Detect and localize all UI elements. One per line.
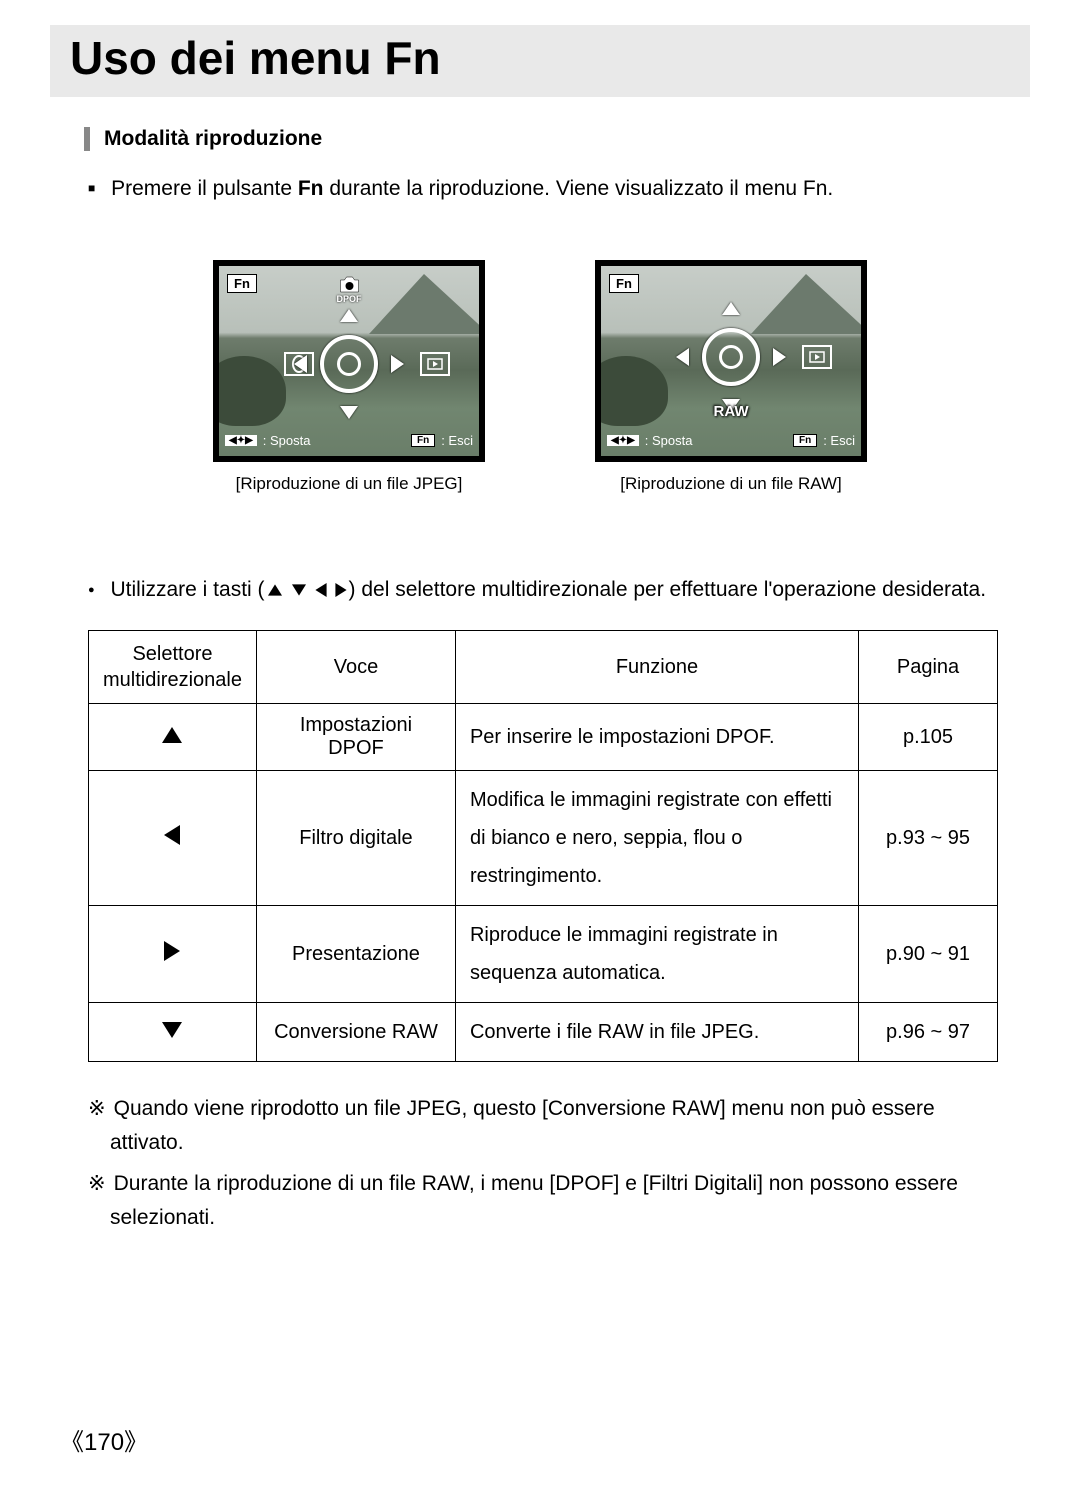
move-label: : Sposta xyxy=(263,433,311,448)
bottom-bar: ◀✦▶ : Sposta Fn : Esci xyxy=(225,430,473,452)
arrow-left-icon xyxy=(676,348,689,366)
instruction-text: Utilizzare i tasti ( ) del selettore mul… xyxy=(88,574,1020,606)
arrow-up-icon xyxy=(722,302,740,315)
fn-chip: Fn xyxy=(793,434,817,447)
section-heading: Modalità riproduzione xyxy=(84,127,1020,151)
nav-icon: ◀✦▶ xyxy=(225,435,257,446)
arrow-right-icon xyxy=(164,941,180,961)
dpof-label: DPOF xyxy=(336,294,361,304)
cell-direction xyxy=(89,1003,257,1062)
exit-label: : Esci xyxy=(441,433,473,448)
note-text: Durante la riproduzione di un file RAW, … xyxy=(88,1167,1000,1234)
instr-suffix: ) del selettore multidirezionale per eff… xyxy=(349,578,987,601)
cell-page: p.96 ~ 97 xyxy=(859,1003,998,1062)
dpof-icon: DPOF xyxy=(336,276,361,304)
title-bar: Uso dei menu Fn xyxy=(50,25,1030,97)
heading-bar xyxy=(84,127,90,151)
exit-label: : Esci xyxy=(823,433,855,448)
arrow-right-icon xyxy=(391,355,404,373)
cell-page: p.93 ~ 95 xyxy=(859,771,998,906)
intro-prefix: Premere il pulsante xyxy=(111,177,298,200)
arrow-left-icon xyxy=(164,825,180,845)
arrow-down-icon xyxy=(162,1022,182,1038)
fn-badge: Fn xyxy=(609,274,639,293)
jpeg-caption: [Riproduzione di un file JPEG] xyxy=(213,474,485,494)
raw-screen-block: Fn RAW ◀✦▶ : Sposta Fn : Esci [Ri xyxy=(595,260,867,494)
fn-chip: Fn xyxy=(411,434,435,447)
pad-ring xyxy=(702,328,760,386)
fn-badge: Fn xyxy=(227,274,257,293)
nav-icon: ◀✦▶ xyxy=(607,435,639,446)
arrow-down-icon xyxy=(340,406,358,419)
cell-function: Converte i file RAW in file JPEG. xyxy=(455,1003,858,1062)
raw-lcd: Fn RAW ◀✦▶ : Sposta Fn : Esci xyxy=(595,260,867,462)
arrow-up-icon xyxy=(162,727,182,743)
bg-tree xyxy=(213,356,286,426)
cell-item: Conversione RAW xyxy=(256,1003,455,1062)
cell-page: p.90 ~ 91 xyxy=(859,906,998,1003)
cell-function: Modifica le immagini registrate con effe… xyxy=(455,771,858,906)
pad-ring xyxy=(320,335,378,393)
table-row: Impostazioni DPOFPer inserire le imposta… xyxy=(89,704,998,771)
raw-label: RAW xyxy=(714,403,749,420)
cell-item: Filtro digitale xyxy=(256,771,455,906)
control-pad xyxy=(294,309,404,419)
cell-function: Riproduce le immagini registrate in sequ… xyxy=(455,906,858,1003)
th-page: Pagina xyxy=(859,631,998,704)
control-pad xyxy=(676,302,786,412)
cell-function: Per inserire le impostazioni DPOF. xyxy=(455,704,858,771)
table-header-row: Selettore multidirezionale Voce Funzione… xyxy=(89,631,998,704)
intro-text: Premere il pulsante Fn durante la riprod… xyxy=(88,173,1020,205)
cell-page: p.105 xyxy=(859,704,998,771)
cell-item: Impostazioni DPOF xyxy=(256,704,455,771)
slideshow-icon xyxy=(420,352,450,376)
intro-suffix: durante la riproduzione. Viene visualizz… xyxy=(324,177,834,200)
fn-table: Selettore multidirezionale Voce Funzione… xyxy=(88,630,998,1062)
table-row: PresentazioneRiproduce le immagini regis… xyxy=(89,906,998,1003)
table-row: Filtro digitaleModifica le immagini regi… xyxy=(89,771,998,906)
instr-prefix: Utilizzare i tasti ( xyxy=(111,578,265,601)
th-function: Funzione xyxy=(455,631,858,704)
cell-direction xyxy=(89,704,257,771)
intro-bold: Fn xyxy=(298,177,324,200)
screenshots-row: Fn DPOF ◀✦▶ : Spos xyxy=(60,260,1020,494)
arrow-left-icon xyxy=(294,355,307,373)
page-number: 《170》 xyxy=(60,1422,148,1457)
arrow-up-icon xyxy=(340,309,358,322)
heading-text: Modalità riproduzione xyxy=(104,127,322,151)
cell-item: Presentazione xyxy=(256,906,455,1003)
th-selector: Selettore multidirezionale xyxy=(89,631,257,704)
table-row: Conversione RAWConverte i file RAW in fi… xyxy=(89,1003,998,1062)
note-text: Quando viene riprodotto un file JPEG, qu… xyxy=(88,1092,1000,1159)
bg-tree xyxy=(595,356,668,426)
page-title: Uso dei menu Fn xyxy=(70,31,1010,85)
jpeg-lcd: Fn DPOF ◀✦▶ : Spos xyxy=(213,260,485,462)
arrow-right-icon xyxy=(773,348,786,366)
slideshow-icon xyxy=(802,345,832,369)
move-label: : Sposta xyxy=(645,433,693,448)
cell-direction xyxy=(89,771,257,906)
raw-caption: [Riproduzione di un file RAW] xyxy=(595,474,867,494)
jpeg-screen-block: Fn DPOF ◀✦▶ : Spos xyxy=(213,260,485,494)
cell-direction xyxy=(89,906,257,1003)
th-item: Voce xyxy=(256,631,455,704)
bottom-bar: ◀✦▶ : Sposta Fn : Esci xyxy=(607,430,855,452)
inline-arrows-icon xyxy=(265,580,349,600)
